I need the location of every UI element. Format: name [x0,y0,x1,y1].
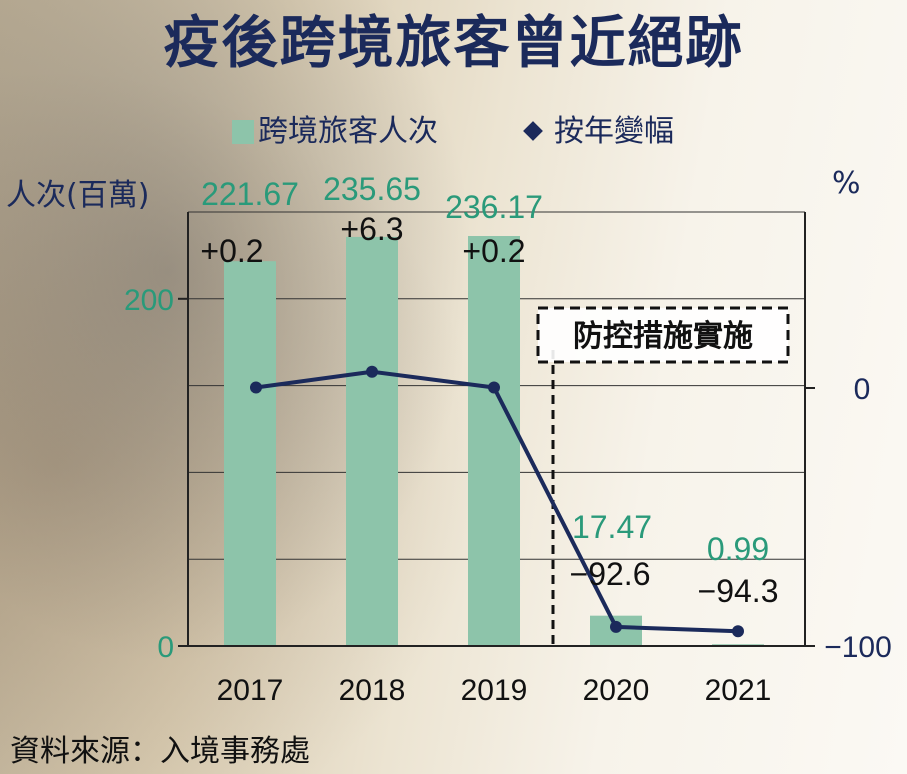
bar-value-label-2017: 221.67 [201,176,299,212]
line-point-2018 [366,365,378,378]
line-value-label-2017: +0.2 [200,233,263,269]
line-point-2017 [250,381,262,394]
y-left-tick-label: 0 [157,631,174,664]
line-point-2019 [488,381,500,394]
annotation-label: 防控措施實施 [573,319,753,354]
x-tick-label-2020: 2020 [583,674,650,707]
annotation-box [536,306,790,364]
line-point-2021 [732,625,744,638]
bar-2018 [346,236,398,646]
bar-value-label-2019: 236.17 [445,189,543,225]
x-tick-label-2019: 2019 [461,674,528,707]
line-value-label-2019: +0.2 [462,233,525,269]
bar-value-label-2020: 17.47 [572,509,652,545]
legend-label-bars: 跨境旅客人次 [258,114,438,149]
legend-swatch-bars [232,120,254,144]
line-value-label-2021: −94.3 [698,573,779,609]
source-note: 資料來源：入境事務處 [10,734,310,769]
y-left-tick-label: 200 [124,284,174,317]
x-tick-label-2017: 2017 [217,674,284,707]
legend-label-line: 按年變幅 [554,114,674,149]
y-left-axis-title: 人次(百萬) [6,178,150,213]
y-right-axis-title: % [832,166,861,201]
y-right-tick-label: −100 [824,631,892,664]
chart-title: 疫後跨境旅客曾近絕跡 [163,10,744,76]
bar-2017 [224,261,276,646]
y-right-tick-label: 0 [854,373,871,406]
bar-2019 [468,236,520,646]
x-tick-label-2021: 2021 [705,674,772,707]
line-point-2020 [610,620,622,633]
line-value-label-2018: +6.3 [340,211,403,247]
line-value-label-2020: −92.6 [570,556,651,592]
bar-value-label-2021: 0.99 [707,531,769,567]
x-tick-label-2018: 2018 [339,674,406,707]
bar-value-label-2018: 235.65 [323,171,421,207]
